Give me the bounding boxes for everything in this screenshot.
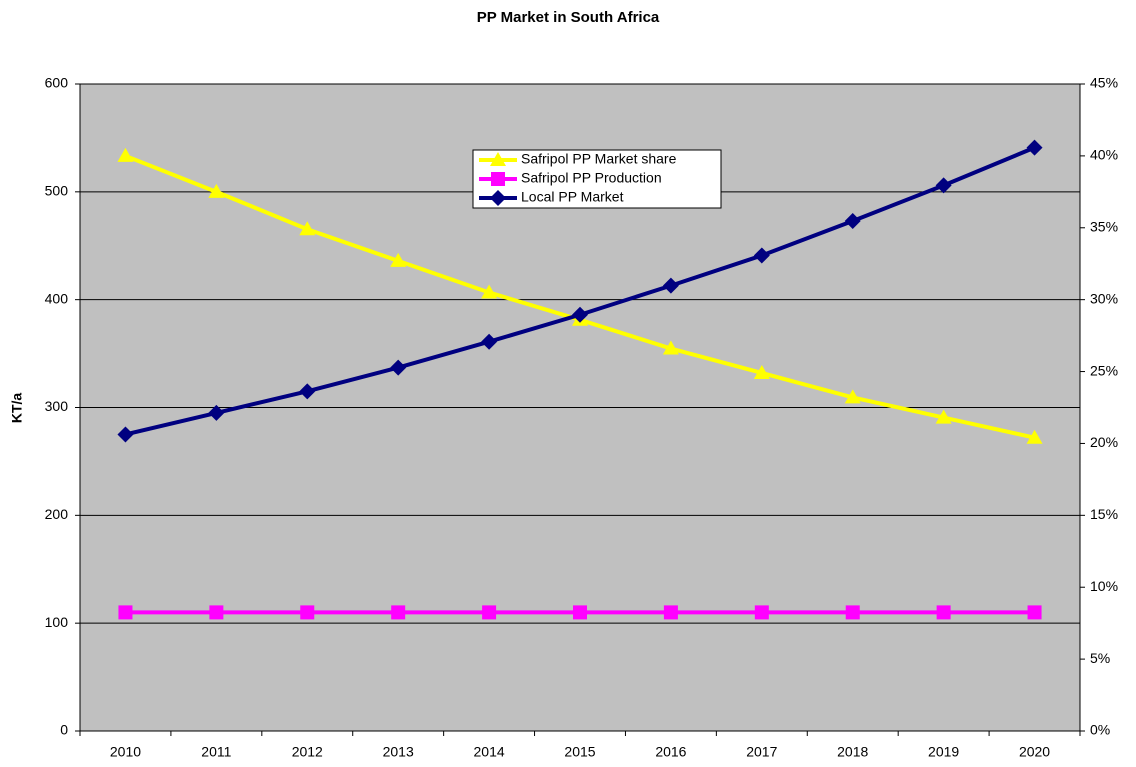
y-tick-label: 600	[45, 75, 69, 91]
data-point	[935, 409, 952, 424]
y2-tick-label: 0%	[1090, 722, 1110, 738]
x-tick-label: 2010	[110, 744, 141, 760]
data-point	[936, 605, 951, 620]
data-point	[300, 605, 315, 620]
data-point	[208, 404, 225, 421]
y2-tick-label: 30%	[1090, 290, 1118, 306]
data-point	[573, 605, 587, 620]
data-point	[662, 277, 679, 294]
data-point	[844, 212, 861, 229]
data-point	[1026, 429, 1043, 444]
y2-tick-label: 35%	[1090, 218, 1118, 234]
y-tick-label: 300	[45, 398, 69, 414]
data-point	[208, 183, 225, 198]
y2-tick-label: 25%	[1090, 362, 1118, 378]
data-point	[390, 359, 407, 376]
data-point	[299, 221, 316, 236]
y2-tick-label: 15%	[1090, 506, 1118, 522]
data-point	[118, 605, 133, 620]
data-point	[482, 605, 497, 620]
chart-title: PP Market in South Africa	[477, 9, 660, 26]
y-tick-label: 400	[45, 290, 69, 306]
x-tick-label: 2011	[201, 744, 231, 760]
legend-marker	[490, 190, 506, 206]
data-point	[299, 383, 316, 400]
y-tick-label: 500	[45, 183, 69, 199]
data-point	[572, 306, 588, 323]
x-tick-label: 2017	[746, 744, 777, 760]
data-point	[117, 147, 134, 162]
legend-marker	[490, 152, 506, 166]
x-tick-label: 2015	[564, 744, 595, 760]
data-point	[753, 364, 770, 379]
x-tick-label: 2020	[1019, 744, 1050, 760]
y-axis-label: KT/a	[9, 393, 25, 424]
data-point	[391, 605, 406, 620]
data-point	[481, 333, 498, 350]
x-tick-label: 2012	[292, 744, 323, 760]
x-tick-label: 2014	[474, 744, 505, 760]
data-point	[390, 252, 407, 267]
y-tick-label: 0	[60, 722, 68, 738]
data-point	[845, 605, 860, 620]
y2-tick-label: 5%	[1090, 650, 1110, 666]
x-tick-label: 2018	[837, 744, 868, 760]
y2-tick-label: 45%	[1090, 75, 1118, 91]
data-point	[209, 605, 224, 620]
data-point	[935, 177, 952, 194]
y2-tick-label: 10%	[1090, 578, 1118, 594]
data-point	[663, 605, 678, 620]
legend-label: Safripol PP Market share	[521, 151, 677, 167]
data-point	[844, 389, 861, 404]
y2-tick-label: 40%	[1090, 147, 1118, 163]
y-tick-label: 200	[45, 506, 69, 522]
x-tick-label: 2019	[928, 744, 959, 760]
legend-label: Safripol PP Production	[521, 170, 662, 186]
y2-tick-label: 20%	[1090, 434, 1118, 450]
x-tick-label: 2016	[655, 744, 686, 760]
data-point	[1026, 139, 1043, 156]
legend-label: Local PP Market	[521, 189, 624, 205]
data-point	[481, 284, 498, 299]
y-tick-label: 100	[45, 614, 69, 630]
data-point	[753, 247, 770, 264]
data-point	[662, 340, 679, 355]
data-point	[754, 605, 769, 620]
data-point	[1027, 605, 1042, 620]
data-point	[117, 426, 134, 443]
x-tick-label: 2013	[383, 744, 414, 760]
legend-marker	[491, 172, 505, 186]
